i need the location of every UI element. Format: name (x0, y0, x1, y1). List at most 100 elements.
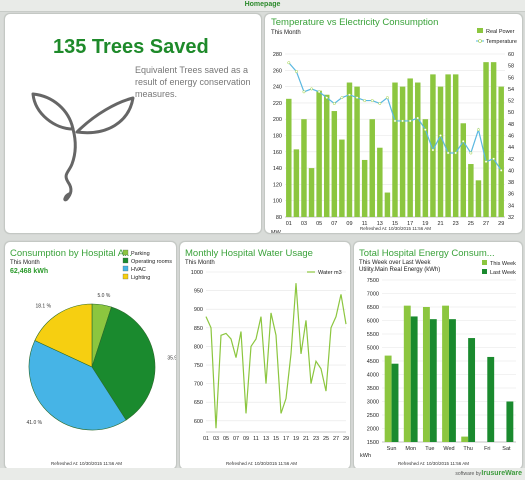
x-tick-label: 05 (316, 221, 322, 227)
bar-this-week (422, 307, 430, 442)
temperature-electricity-panel[interactable]: Temperature vs Electricity Consumption T… (264, 13, 523, 234)
bar (323, 94, 330, 217)
y2-tick-label: 52 (508, 99, 514, 105)
line-point (484, 160, 488, 164)
pie-label: 35.9 % (167, 356, 176, 362)
y-tick-label: 850 (194, 326, 203, 332)
y2-tick-label: 36 (508, 192, 514, 198)
legend-label: HVAC (131, 267, 146, 273)
bar (339, 139, 345, 217)
bar (354, 86, 360, 217)
bar (483, 62, 489, 218)
y2-tick-label: 50 (508, 110, 514, 116)
line-point (439, 134, 442, 137)
bar-this-week (403, 305, 411, 442)
refresh-timestamp: Refreshed At: 10/30/2015 11:56 AM (51, 461, 122, 466)
pie-slice (34, 303, 93, 368)
line-point (401, 119, 405, 123)
y-tick-label: 160 (273, 150, 282, 156)
bar (392, 82, 398, 218)
y2-tick-label: 42 (508, 157, 514, 163)
water-usage-panel[interactable]: Monthly Hospital Water Usage This Month … (179, 241, 351, 470)
x-tick-label: 23 (313, 436, 319, 442)
panel-subtitle: This Week over Last Week (359, 260, 431, 266)
line-point (355, 96, 359, 100)
x-tick-label: 29 (498, 221, 504, 227)
y-tick-label: 6500 (367, 305, 379, 311)
sprout-icon (31, 92, 135, 202)
x-tick-label: 05 (223, 436, 229, 442)
legend-label: Lighting (131, 275, 150, 281)
y-tick-label: 120 (273, 182, 282, 188)
legend-marker (478, 39, 482, 43)
y-tick-label: 5500 (367, 332, 379, 338)
line-point (446, 151, 450, 155)
bar (316, 90, 322, 217)
x-tick-label: 27 (333, 436, 339, 442)
line-point (294, 70, 298, 73)
line-point (393, 119, 397, 123)
bar (293, 149, 300, 217)
line-point (416, 116, 420, 120)
consumption-total: 62,468 kWh (10, 268, 49, 275)
x-tick-label: 17 (283, 436, 289, 442)
pie-slice (91, 306, 156, 421)
bar-last-week (410, 316, 418, 442)
line-point (461, 139, 465, 143)
x-tick-label: 09 (346, 221, 352, 227)
bar (430, 74, 436, 217)
x-tick-label: 11 (253, 436, 259, 442)
line-point (325, 96, 329, 100)
bar-this-week (442, 305, 449, 442)
y-tick-label: 140 (273, 166, 282, 172)
x-tick-label: 27 (483, 221, 489, 227)
x-tick-label: 29 (343, 436, 349, 442)
bar (452, 74, 459, 217)
line-point (492, 157, 496, 161)
y-tick-label: 4000 (367, 373, 379, 379)
line-point (317, 90, 321, 94)
top-bar: Homepage (0, 0, 525, 12)
y-tick-label: 900 (194, 307, 203, 313)
water-line (205, 283, 347, 429)
panel-title: Monthly Hospital Water Usage (185, 248, 313, 259)
bar-this-week (384, 355, 392, 442)
x-tick-label: 21 (437, 221, 443, 227)
energy-consumption-panel[interactable]: Total Hospital Energy Consum... This Wee… (353, 241, 523, 470)
legend-label: Temperature (486, 39, 517, 45)
y-tick-label: 5000 (367, 346, 379, 352)
y2-tick-label: 58 (508, 64, 514, 70)
legend-swatch (482, 260, 487, 265)
x-tick-label: 01 (203, 436, 209, 442)
x-tick-label: 13 (263, 436, 269, 442)
y2-tick-label: 34 (508, 203, 514, 209)
x-tick-label: 11 (362, 221, 368, 227)
y-tick-label: 220 (273, 101, 282, 107)
x-tick-label: Thu (463, 446, 472, 452)
bar (384, 192, 391, 217)
legend-swatch-real-power (477, 28, 483, 33)
y-tick-label: 750 (194, 363, 203, 369)
consumption-area-panel[interactable]: Consumption by Hospital A... This Month … (4, 241, 177, 470)
line-point (332, 102, 336, 105)
software-by-label: software by (455, 471, 481, 477)
y-tick-label: 2500 (367, 413, 379, 419)
refresh-timestamp: Refreshed At: 10/30/2015 11:56 AM (398, 461, 469, 466)
bar-last-week (468, 338, 476, 442)
y2-tick-label: 32 (508, 215, 514, 221)
y-tick-label: 3000 (367, 400, 379, 406)
y-tick-label: 3500 (367, 386, 379, 392)
y2-tick-label: 54 (508, 87, 514, 93)
bar (286, 98, 292, 217)
y-tick-label: 650 (194, 400, 203, 406)
x-tick-label: Sat (502, 446, 511, 452)
x-tick-label: 17 (407, 221, 413, 227)
trees-saved-panel[interactable]: 135 Trees Saved Equivalent Trees saved a… (4, 13, 262, 234)
x-tick-label: 01 (286, 221, 292, 227)
x-tick-label: 03 (213, 436, 219, 442)
line-point (370, 99, 374, 103)
x-tick-label: 15 (392, 221, 398, 227)
bar (460, 123, 467, 217)
refresh-timestamp: Refreshed At: 10/30/2015 11:56 AM (226, 461, 297, 466)
y-tick-label: 260 (273, 68, 282, 74)
